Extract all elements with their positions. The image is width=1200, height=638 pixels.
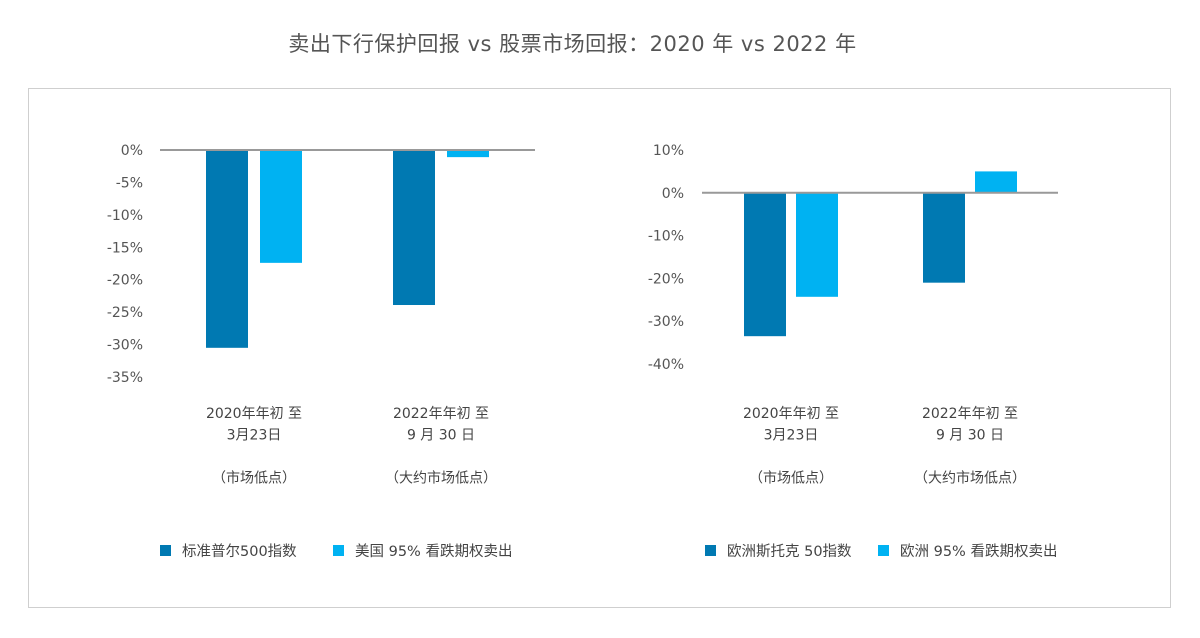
y-tick-label: -30%	[648, 314, 684, 330]
y-tick-label: -25%	[107, 305, 143, 321]
bar	[796, 192, 838, 297]
y-tick-label: 10%	[653, 143, 684, 159]
bar	[975, 171, 1017, 193]
category-label: 3月23日	[227, 428, 282, 444]
chart-title: 卖出下行保护回报 vs 股票市场回报：2020 年 vs 2022 年	[288, 32, 857, 56]
category-label: （市场低点）	[212, 470, 296, 487]
y-tick-label: 0%	[121, 143, 143, 159]
y-tick-label: -40%	[648, 357, 684, 373]
legend-swatch	[160, 545, 171, 556]
y-tick-label: -30%	[107, 338, 143, 354]
y-tick-label: 0%	[662, 186, 684, 202]
y-tick-label: -20%	[107, 273, 143, 289]
category-label: 2020年年初 至	[206, 405, 302, 422]
legend-swatch	[705, 545, 716, 556]
legend-swatch	[878, 545, 889, 556]
y-tick-label: -35%	[107, 370, 143, 386]
y-tick-label: -5%	[116, 175, 143, 191]
y-tick-label: -15%	[107, 240, 143, 256]
bar	[260, 150, 302, 263]
legend-label: 欧洲斯托克 50指数	[727, 543, 852, 560]
category-label: （大约市场低点）	[914, 470, 1026, 487]
legend-label: 美国 95% 看跌期权卖出	[355, 543, 512, 560]
category-label: 9 月 30 日	[936, 428, 1004, 444]
legend-swatch	[333, 545, 344, 556]
category-label: （市场低点）	[749, 470, 833, 487]
legend-label: 欧洲 95% 看跌期权卖出	[900, 543, 1057, 560]
bar	[393, 150, 435, 306]
bar	[206, 150, 248, 348]
y-tick-label: -20%	[648, 271, 684, 287]
legend-label: 标准普尔500指数	[182, 543, 297, 560]
category-label: 2020年年初 至	[743, 405, 839, 422]
y-tick-label: -10%	[107, 208, 143, 224]
category-label: 3月23日	[764, 428, 819, 444]
bar	[923, 192, 965, 283]
category-label: 2022年年初 至	[393, 405, 489, 422]
y-tick-label: -10%	[648, 229, 684, 245]
category-label: （大约市场低点）	[385, 470, 497, 487]
chart-frame	[28, 88, 1171, 608]
category-label: 2022年年初 至	[922, 405, 1018, 422]
category-label: 9 月 30 日	[407, 428, 475, 444]
bar	[744, 192, 786, 337]
bar	[447, 150, 489, 158]
